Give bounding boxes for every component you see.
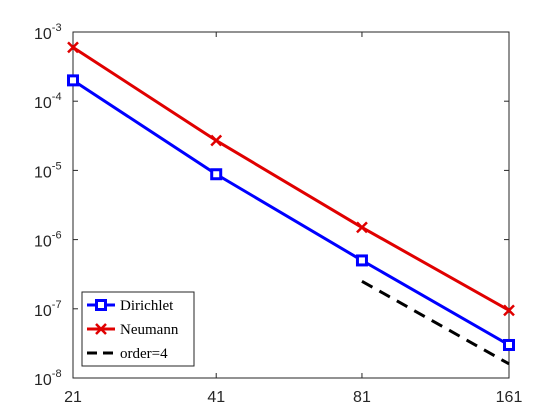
series-dirichlet — [67, 74, 515, 351]
x-tick-label: 161 — [496, 389, 523, 406]
legend-label-dirichlet: Dirichlet — [120, 298, 174, 314]
x-tick-label: 21 — [64, 389, 82, 406]
legend-marker-dirichlet — [95, 299, 107, 311]
legend-marker-neumann — [95, 323, 107, 335]
ticks-layer: 21 41 81 161 10-8 10-7 10-6 10-5 10-4 10-3 — [34, 22, 522, 406]
x-tick-label: 81 — [353, 389, 371, 406]
data-point-neumann — [503, 304, 515, 317]
legend-label-neumann: Neumann — [120, 322, 179, 338]
series-layer — [67, 41, 515, 366]
series-order-4 — [361, 279, 510, 366]
series-line-dirichlet — [72, 79, 510, 347]
data-point-neumann — [356, 221, 368, 234]
x-tick-label: 41 — [207, 389, 225, 406]
y-tick-label: 10-4 — [34, 91, 62, 112]
series-line-neumann — [72, 46, 510, 312]
y-tick-label: 10-8 — [34, 368, 62, 389]
series-neumann — [67, 41, 515, 317]
y-tick-label: 10-5 — [34, 160, 62, 181]
data-point-dirichlet — [355, 254, 368, 267]
data-point-neumann — [67, 41, 79, 54]
y-tick-label: 10-6 — [34, 230, 62, 251]
data-point-dirichlet — [210, 168, 223, 181]
data-point-dirichlet — [503, 338, 515, 351]
legend: Dirichlet Neumann order=4 — [81, 291, 195, 367]
data-point-dirichlet — [67, 74, 79, 87]
y-tick-label: 10-3 — [34, 22, 62, 43]
y-tick-label: 10-7 — [34, 299, 62, 320]
data-point-neumann — [210, 134, 223, 147]
series-line-order-4 — [361, 279, 510, 366]
legend-label-order-4: order=4 — [120, 346, 168, 362]
